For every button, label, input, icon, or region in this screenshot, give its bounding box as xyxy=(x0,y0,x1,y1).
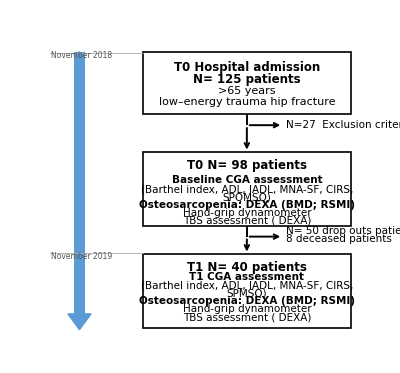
Text: T1 CGA assessment: T1 CGA assessment xyxy=(189,272,304,282)
Bar xyxy=(74,52,85,314)
Bar xyxy=(143,153,351,226)
Text: (Barthel index, ADL, IADL, MNA-SF, CIRS,: (Barthel index, ADL, IADL, MNA-SF, CIRS, xyxy=(141,280,353,290)
Text: T1 N= 40 patients: T1 N= 40 patients xyxy=(187,261,307,274)
Text: N= 50 drop outs patients: N= 50 drop outs patients xyxy=(286,226,400,236)
Text: SPMSQ): SPMSQ) xyxy=(226,288,267,298)
Text: SPQMSQ): SPQMSQ) xyxy=(222,192,271,202)
Polygon shape xyxy=(68,314,91,330)
Bar xyxy=(143,254,351,327)
Text: Baseline CGA assessment: Baseline CGA assessment xyxy=(172,175,322,185)
Bar xyxy=(143,52,351,114)
Text: T0 N= 98 patients: T0 N= 98 patients xyxy=(187,159,307,172)
Text: Hand-grip dynamometer: Hand-grip dynamometer xyxy=(182,304,311,314)
Text: low–energy trauma hip fracture: low–energy trauma hip fracture xyxy=(158,97,335,107)
Text: TBS assessment ( DEXA): TBS assessment ( DEXA) xyxy=(183,216,311,226)
Text: November 2018: November 2018 xyxy=(51,51,112,60)
Text: N= 125 patients: N= 125 patients xyxy=(193,73,301,87)
Text: November 2019: November 2019 xyxy=(51,251,112,261)
Text: N=27  Exclusion criteria: N=27 Exclusion criteria xyxy=(286,120,400,130)
Text: TBS assessment ( DEXA): TBS assessment ( DEXA) xyxy=(183,312,311,322)
Text: Osteosarcopenia: DEXA (BMD; RSMI): Osteosarcopenia: DEXA (BMD; RSMI) xyxy=(139,200,355,210)
Text: Hand-grip dynamometer: Hand-grip dynamometer xyxy=(182,208,311,218)
Text: Osteosarcopenia: DEXA (BMD; RSMI): Osteosarcopenia: DEXA (BMD; RSMI) xyxy=(139,296,355,306)
Text: 8 deceased patients: 8 deceased patients xyxy=(286,235,392,244)
Text: (Barthel index, ADL, IADL, MNA-SF, CIRS,: (Barthel index, ADL, IADL, MNA-SF, CIRS, xyxy=(141,184,353,194)
Text: >65 years: >65 years xyxy=(218,87,276,96)
Text: T0 Hospital admission: T0 Hospital admission xyxy=(174,60,320,73)
